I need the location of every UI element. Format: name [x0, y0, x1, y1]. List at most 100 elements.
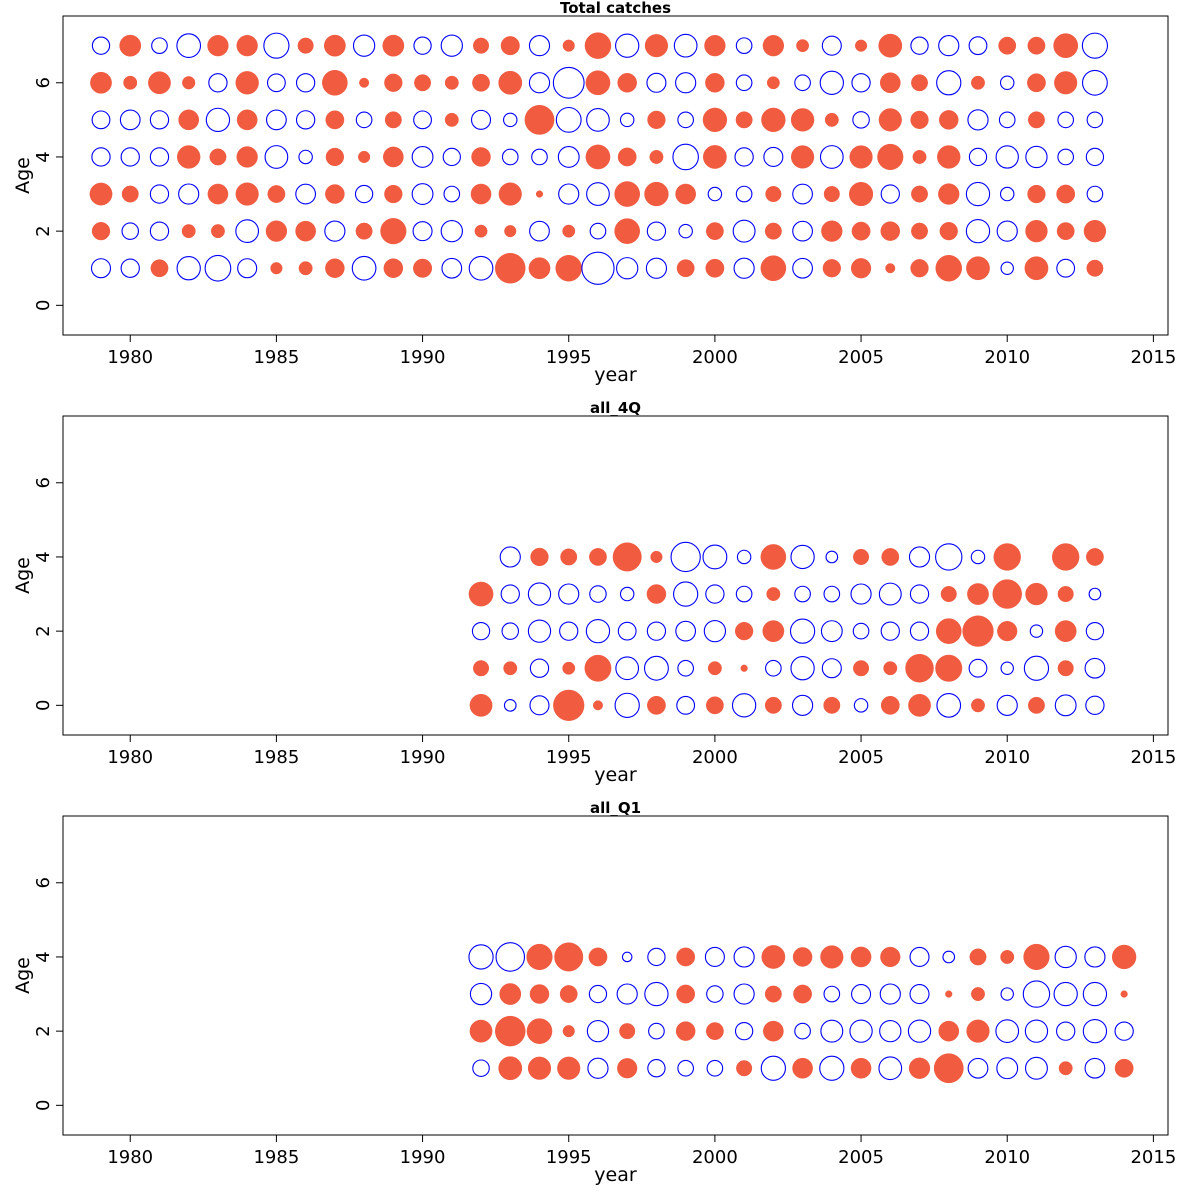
negative-residual-bubble	[645, 257, 668, 279]
positive-residual-bubble	[529, 984, 550, 1004]
positive-residual-bubble	[966, 256, 990, 281]
y-axis-label: Age	[12, 957, 34, 994]
positive-residual-bubble	[879, 72, 901, 94]
negative-residual-bubble	[90, 258, 112, 279]
positive-residual-bubble	[969, 948, 987, 966]
panel-all-4q: all_4Q year Age 1980 1985 1990 1995 2000 2005…	[12, 399, 1176, 786]
x-axis: 1980 1985 1990 1995 2000 2005 2010 2015	[107, 1134, 1176, 1168]
negative-residual-bubble	[706, 985, 724, 1003]
positive-residual-bubble	[535, 190, 544, 198]
x-tick-label: 2015	[1130, 1147, 1176, 1168]
negative-residual-bubble	[790, 656, 815, 681]
positive-residual-bubble	[325, 184, 345, 204]
positive-residual-bubble	[559, 985, 578, 1003]
positive-residual-bubble	[585, 70, 611, 96]
y-axis: 0 2 4 6	[33, 77, 64, 311]
negative-residual-bubble	[965, 181, 991, 207]
positive-residual-bubble	[90, 71, 112, 94]
negative-residual-bubble	[558, 583, 580, 605]
positive-residual-bubble	[384, 184, 403, 204]
negative-residual-bubble	[208, 73, 228, 93]
y-tick-label: 2	[33, 1025, 54, 1036]
positive-residual-bubble	[998, 36, 1017, 55]
positive-residual-bubble	[469, 693, 493, 717]
positive-residual-bubble	[504, 225, 517, 238]
negative-residual-bubble	[442, 147, 461, 167]
positive-residual-bubble	[1025, 219, 1048, 243]
positive-residual-bubble	[495, 1015, 526, 1047]
positive-residual-bubble	[209, 148, 227, 166]
positive-residual-bubble	[181, 224, 196, 239]
negative-residual-bubble	[673, 581, 699, 607]
negative-residual-bubble	[295, 110, 316, 130]
positive-residual-bubble	[1027, 36, 1046, 55]
negative-residual-bubble	[552, 66, 585, 99]
negative-residual-bubble	[500, 584, 520, 604]
negative-residual-bubble	[705, 584, 725, 604]
negative-residual-bubble	[1082, 69, 1108, 96]
positive-residual-bubble	[584, 32, 612, 59]
positive-residual-bubble	[707, 661, 722, 676]
negative-residual-bubble	[849, 1019, 873, 1043]
positive-residual-bubble	[471, 147, 491, 167]
positive-residual-bubble	[1025, 582, 1048, 606]
x-tick-label: 2000	[692, 747, 738, 768]
negative-residual-bubble	[879, 983, 901, 1005]
negative-residual-bubble	[968, 147, 988, 167]
positive-residual-bubble	[647, 110, 666, 129]
positive-residual-bubble	[911, 185, 928, 203]
positive-residual-bubble	[940, 586, 957, 603]
positive-residual-bubble	[380, 218, 407, 245]
bubble-layer	[468, 942, 1137, 1084]
negative-residual-bubble	[621, 951, 633, 963]
positive-residual-bubble	[939, 222, 958, 241]
negative-residual-bubble	[853, 698, 869, 713]
positive-residual-bubble	[1083, 219, 1107, 243]
x-tick-label: 1980	[107, 347, 153, 368]
negative-residual-bubble	[677, 659, 694, 677]
x-tick-label: 1985	[253, 747, 299, 768]
negative-residual-bubble	[646, 72, 667, 93]
negative-residual-bubble	[235, 219, 260, 244]
positive-residual-bubble	[706, 696, 724, 715]
y-tick-label: 6	[33, 77, 54, 88]
negative-residual-bubble	[413, 36, 432, 55]
negative-residual-bubble	[470, 109, 492, 130]
negative-residual-bubble	[324, 220, 346, 242]
positive-residual-bubble	[469, 1019, 493, 1043]
y-tick-label: 2	[33, 225, 54, 236]
negative-residual-bubble	[176, 256, 201, 281]
positive-residual-bubble	[560, 548, 578, 566]
negative-residual-bubble	[675, 72, 697, 94]
positive-residual-bubble	[796, 39, 810, 53]
positive-residual-bubble	[325, 147, 344, 167]
positive-residual-bubble	[1111, 944, 1137, 970]
x-tick-label: 2005	[838, 747, 884, 768]
negative-residual-bubble	[819, 70, 844, 95]
positive-residual-bubble	[883, 661, 898, 676]
negative-residual-bubble	[264, 145, 289, 169]
negative-residual-bubble	[149, 147, 170, 167]
negative-residual-bubble	[995, 145, 1019, 169]
x-tick-label: 2015	[1130, 747, 1176, 768]
negative-residual-bubble	[646, 221, 667, 241]
negative-residual-bubble	[495, 942, 526, 972]
negative-residual-bubble	[936, 70, 962, 96]
negative-residual-bubble	[589, 585, 607, 603]
positive-residual-bubble	[236, 109, 258, 131]
x-tick-label: 2015	[1130, 347, 1176, 368]
positive-residual-bubble	[499, 983, 522, 1005]
positive-residual-bubble	[736, 1060, 753, 1077]
negative-residual-bubble	[908, 546, 931, 568]
positive-residual-bubble	[553, 689, 585, 721]
negative-residual-bubble	[647, 947, 666, 967]
positive-residual-bubble	[966, 1019, 990, 1043]
negative-residual-bubble	[706, 1059, 724, 1077]
positive-residual-bubble	[705, 73, 725, 93]
negative-residual-bubble	[614, 692, 640, 718]
positive-residual-bubble	[414, 74, 432, 92]
negative-residual-bubble	[529, 658, 550, 678]
positive-residual-bubble	[503, 661, 518, 676]
negative-residual-bubble	[1056, 258, 1076, 278]
positive-residual-bubble	[705, 258, 725, 278]
